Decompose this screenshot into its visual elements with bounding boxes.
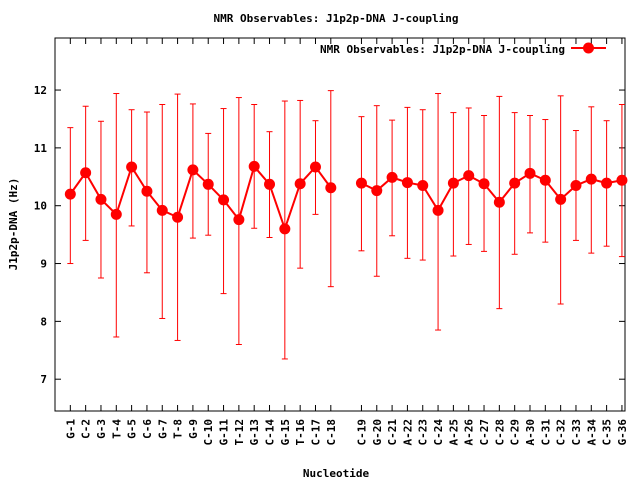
y-tick-label: 7 xyxy=(40,373,47,386)
legend-label: NMR Observables: J1p2p-DNA J-coupling xyxy=(320,43,565,56)
x-tick-label: C-33 xyxy=(570,419,583,446)
x-tick-label: G-9 xyxy=(187,419,200,439)
data-point xyxy=(279,223,291,235)
chart-title: NMR Observables: J1p2p-DNA J-coupling xyxy=(213,12,458,25)
x-tick-label: G-5 xyxy=(126,419,139,439)
data-point xyxy=(309,161,321,173)
data-point xyxy=(371,185,383,197)
series-line-segment xyxy=(361,172,623,212)
data-point xyxy=(248,160,260,172)
x-tick-label: A-22 xyxy=(401,419,414,446)
x-tick-label: C-10 xyxy=(202,419,215,446)
data-points xyxy=(64,160,628,235)
x-tick-label: A-34 xyxy=(585,419,598,446)
x-tick-label: A-26 xyxy=(463,419,476,446)
x-tick-label: C-35 xyxy=(601,419,614,446)
data-point xyxy=(478,178,490,190)
x-tick-label: A-25 xyxy=(447,419,460,446)
x-tick-label: T-12 xyxy=(233,419,246,446)
plot-frame xyxy=(54,37,626,412)
x-tick-label: T-4 xyxy=(110,419,123,439)
x-tick-label: C-18 xyxy=(325,419,338,446)
x-tick-label: C-29 xyxy=(509,419,522,446)
x-tick-label: T-8 xyxy=(172,419,185,439)
x-tick-label: C-6 xyxy=(141,419,154,439)
series-line xyxy=(69,165,623,230)
data-point xyxy=(264,178,276,190)
x-tick-label: C-23 xyxy=(417,419,430,446)
legend-marker xyxy=(583,42,594,54)
data-point xyxy=(202,178,214,190)
y-tick-label: 8 xyxy=(40,315,47,328)
x-tick-label: C-28 xyxy=(493,419,506,446)
x-tick-label: C-19 xyxy=(355,419,368,446)
error-bars xyxy=(67,90,625,360)
x-tick-label: C-24 xyxy=(432,419,445,446)
x-tick-label: T-16 xyxy=(294,419,307,446)
data-point xyxy=(417,179,429,191)
data-point xyxy=(585,173,597,185)
y-axis-label: J1p2p-DNA (Hz) xyxy=(7,178,20,271)
y-tick-label: 10 xyxy=(34,200,47,213)
x-tick-label: C-27 xyxy=(478,419,491,446)
data-point xyxy=(126,161,138,173)
y-tick-label: 12 xyxy=(34,84,47,97)
x-tick-label: C-17 xyxy=(309,419,322,446)
x-tick-label: G-3 xyxy=(95,419,108,439)
data-point xyxy=(524,167,536,179)
x-axis-label: Nucleotide xyxy=(303,467,370,480)
data-point xyxy=(401,177,413,189)
series-line-segment xyxy=(69,165,332,230)
data-point xyxy=(386,171,398,183)
x-tick-label: G-36 xyxy=(616,419,629,446)
data-point xyxy=(141,185,153,197)
x-tick-label: G-7 xyxy=(156,419,169,439)
data-point xyxy=(493,196,505,208)
data-point xyxy=(233,214,245,226)
data-point xyxy=(570,179,582,191)
x-tick-label: A-30 xyxy=(524,419,537,446)
data-point xyxy=(110,208,122,220)
data-point xyxy=(187,164,199,176)
data-point xyxy=(64,188,76,200)
data-point xyxy=(156,204,168,216)
data-point xyxy=(601,177,613,189)
data-point xyxy=(294,178,306,190)
legend: NMR Observables: J1p2p-DNA J-coupling xyxy=(320,42,606,56)
x-tick-label: G-1 xyxy=(64,419,77,439)
data-point xyxy=(218,194,230,206)
data-point xyxy=(172,211,184,223)
x-tick-label: G-13 xyxy=(248,419,261,446)
data-point xyxy=(432,204,444,216)
y-axis: 7 8 9 10 11 12 xyxy=(34,84,625,386)
x-axis: G-1 C-2 G-3 T-4 G-5 C-6 G-7 T-8 G-9 C-10 G-11 T-12 G… xyxy=(64,38,629,446)
data-point xyxy=(463,170,475,182)
data-point xyxy=(95,193,107,205)
x-tick-label: G-11 xyxy=(218,419,231,446)
x-tick-label: C-14 xyxy=(264,419,277,446)
data-point xyxy=(509,177,521,189)
y-tick-label: 11 xyxy=(34,142,48,155)
x-tick-label: C-2 xyxy=(80,419,93,439)
x-tick-label: C-21 xyxy=(386,419,399,446)
x-tick-label: C-32 xyxy=(555,419,568,446)
data-point xyxy=(555,193,567,205)
data-point xyxy=(80,167,92,179)
x-tick-label: G-20 xyxy=(371,419,384,446)
data-point xyxy=(539,174,551,186)
x-tick-label: G-15 xyxy=(279,419,292,446)
data-point xyxy=(325,182,337,194)
data-point xyxy=(447,177,459,189)
data-point xyxy=(616,174,628,186)
x-tick-label: C-31 xyxy=(539,419,552,446)
data-point xyxy=(355,177,367,189)
y-tick-label: 9 xyxy=(40,258,47,271)
